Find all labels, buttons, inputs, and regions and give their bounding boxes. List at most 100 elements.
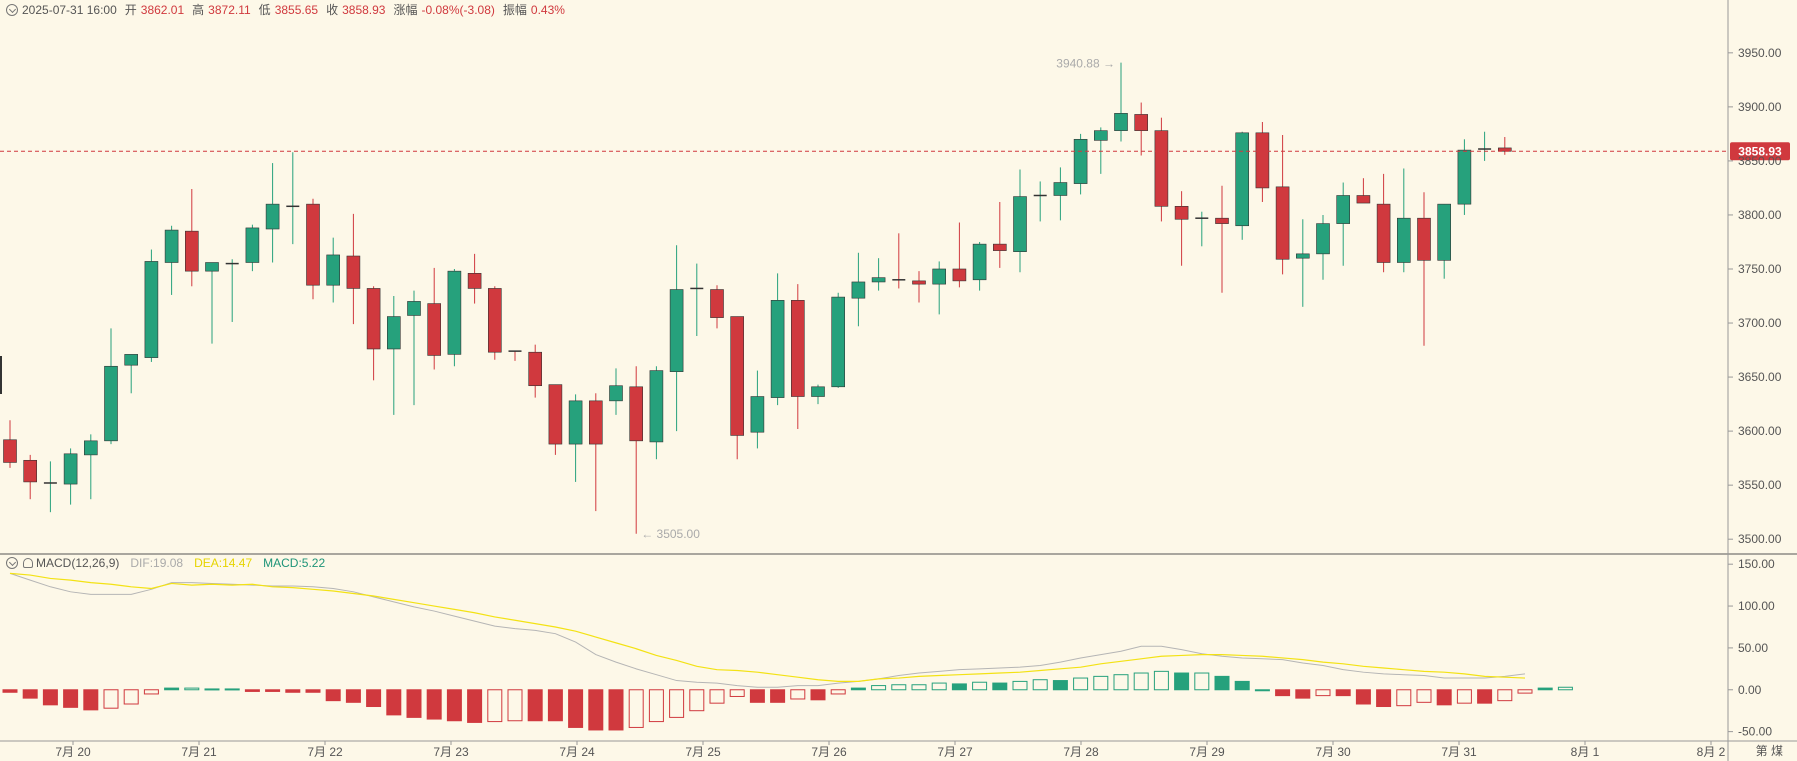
candle-body	[629, 386, 644, 442]
ohlc-info-bar: 2025-07-31 16:00 开 3862.01 高 3872.11 低 3…	[6, 1, 565, 18]
candle	[1073, 133, 1088, 195]
candle	[205, 262, 219, 344]
candle	[1094, 127, 1108, 174]
macd-tick-label: 150.00	[1738, 557, 1775, 571]
candle-body	[912, 280, 926, 285]
candle-body	[306, 203, 320, 286]
last-price-label: 3858.93	[1738, 144, 1782, 158]
candle	[346, 213, 361, 325]
left-edge-marker	[0, 356, 2, 394]
candle	[568, 394, 583, 482]
macd-bar	[1456, 689, 1472, 704]
macd-bar	[1497, 689, 1513, 702]
candle	[467, 253, 482, 304]
candle	[265, 163, 280, 263]
macd-bar	[1214, 675, 1230, 691]
candle-body	[1073, 138, 1088, 184]
candle	[1356, 178, 1371, 204]
candle-body	[1053, 182, 1068, 196]
candle	[1478, 131, 1492, 161]
macd-bar	[911, 684, 927, 691]
macd-bar	[83, 689, 99, 711]
candle	[750, 370, 765, 449]
candle	[831, 292, 846, 388]
candle-body	[1114, 113, 1128, 131]
candle	[487, 286, 502, 360]
candle	[811, 384, 825, 405]
macd-bar	[628, 689, 644, 728]
candle-body	[831, 296, 846, 388]
dif-line	[9, 572, 1526, 688]
macd-bar	[1093, 675, 1109, 691]
macd-tick-label: 100.00	[1738, 599, 1775, 613]
macd-value: MACD:5.22	[263, 556, 326, 570]
collapse-chevron-icon[interactable]	[6, 557, 18, 569]
candle-body	[972, 243, 987, 281]
candle	[124, 354, 138, 394]
candle-body	[588, 400, 603, 445]
macd-bar	[446, 689, 462, 722]
macd-bar	[1194, 672, 1210, 691]
last-price-line: 3858.93	[0, 142, 1790, 161]
macd-tick-label: 50.00	[1738, 641, 1768, 655]
candle-body	[1235, 132, 1249, 227]
macd-bar	[1275, 689, 1291, 697]
price-tick-label: 3950.00	[1738, 46, 1782, 60]
candle	[1296, 219, 1310, 307]
macd-bar	[1254, 689, 1270, 692]
time-tick-label: 7月 22	[307, 745, 343, 759]
candle-body	[992, 243, 1007, 251]
candle-body	[1215, 217, 1229, 224]
price-tick-label: 3550.00	[1738, 478, 1782, 492]
candle-body	[467, 273, 482, 289]
collapse-chevron-icon[interactable]	[6, 3, 18, 16]
candle-body	[265, 203, 280, 230]
price-tick-label: 3800.00	[1738, 208, 1782, 222]
macd-bar	[265, 689, 281, 692]
macd-bar	[568, 689, 584, 728]
corner-label: 第 煤	[1755, 744, 1783, 758]
macd-bar	[891, 684, 907, 691]
candle-body	[84, 440, 98, 456]
candle-body	[1336, 195, 1350, 224]
candle-body	[1498, 147, 1512, 152]
candle-body	[568, 400, 583, 445]
macd-bar	[1517, 689, 1533, 694]
macd-bar	[1315, 689, 1331, 697]
macd-bar	[325, 689, 341, 702]
bar-datetime: 2025-07-31 16:00	[22, 2, 117, 17]
candle-body	[326, 254, 341, 286]
candle-body	[730, 316, 745, 436]
macd-bar	[42, 689, 58, 706]
candle-body	[952, 268, 967, 282]
macd-bar	[1052, 680, 1068, 691]
candle	[710, 285, 724, 329]
candle	[1033, 181, 1047, 222]
candle-body	[871, 277, 886, 283]
macd-panel[interactable]	[2, 572, 1573, 731]
macd-bar	[931, 682, 947, 691]
bell-icon[interactable]	[23, 558, 33, 568]
candle	[669, 245, 684, 432]
macd-bar	[244, 689, 260, 692]
candle	[185, 189, 199, 287]
high-label: 高	[192, 3, 205, 17]
candle-body	[932, 268, 947, 285]
candle-body	[1397, 217, 1411, 263]
candle-body	[205, 262, 219, 272]
price-tick-label: 3600.00	[1738, 424, 1782, 438]
macd-bar	[1416, 689, 1432, 703]
candle-body	[487, 288, 502, 353]
macd-bar	[366, 689, 382, 708]
low-label: 低	[258, 3, 271, 17]
dea-value: DEA:14.47	[194, 556, 253, 570]
open-label: 开	[124, 3, 137, 17]
period-high-label: 3940.88 →	[1056, 57, 1115, 71]
candles[interactable]	[3, 62, 1512, 534]
macd-bar	[1436, 689, 1452, 706]
candle-body	[528, 351, 543, 387]
price-tick-label: 3900.00	[1738, 100, 1782, 114]
time-tick-label: 7月 20	[55, 745, 91, 759]
candle	[1376, 173, 1391, 273]
